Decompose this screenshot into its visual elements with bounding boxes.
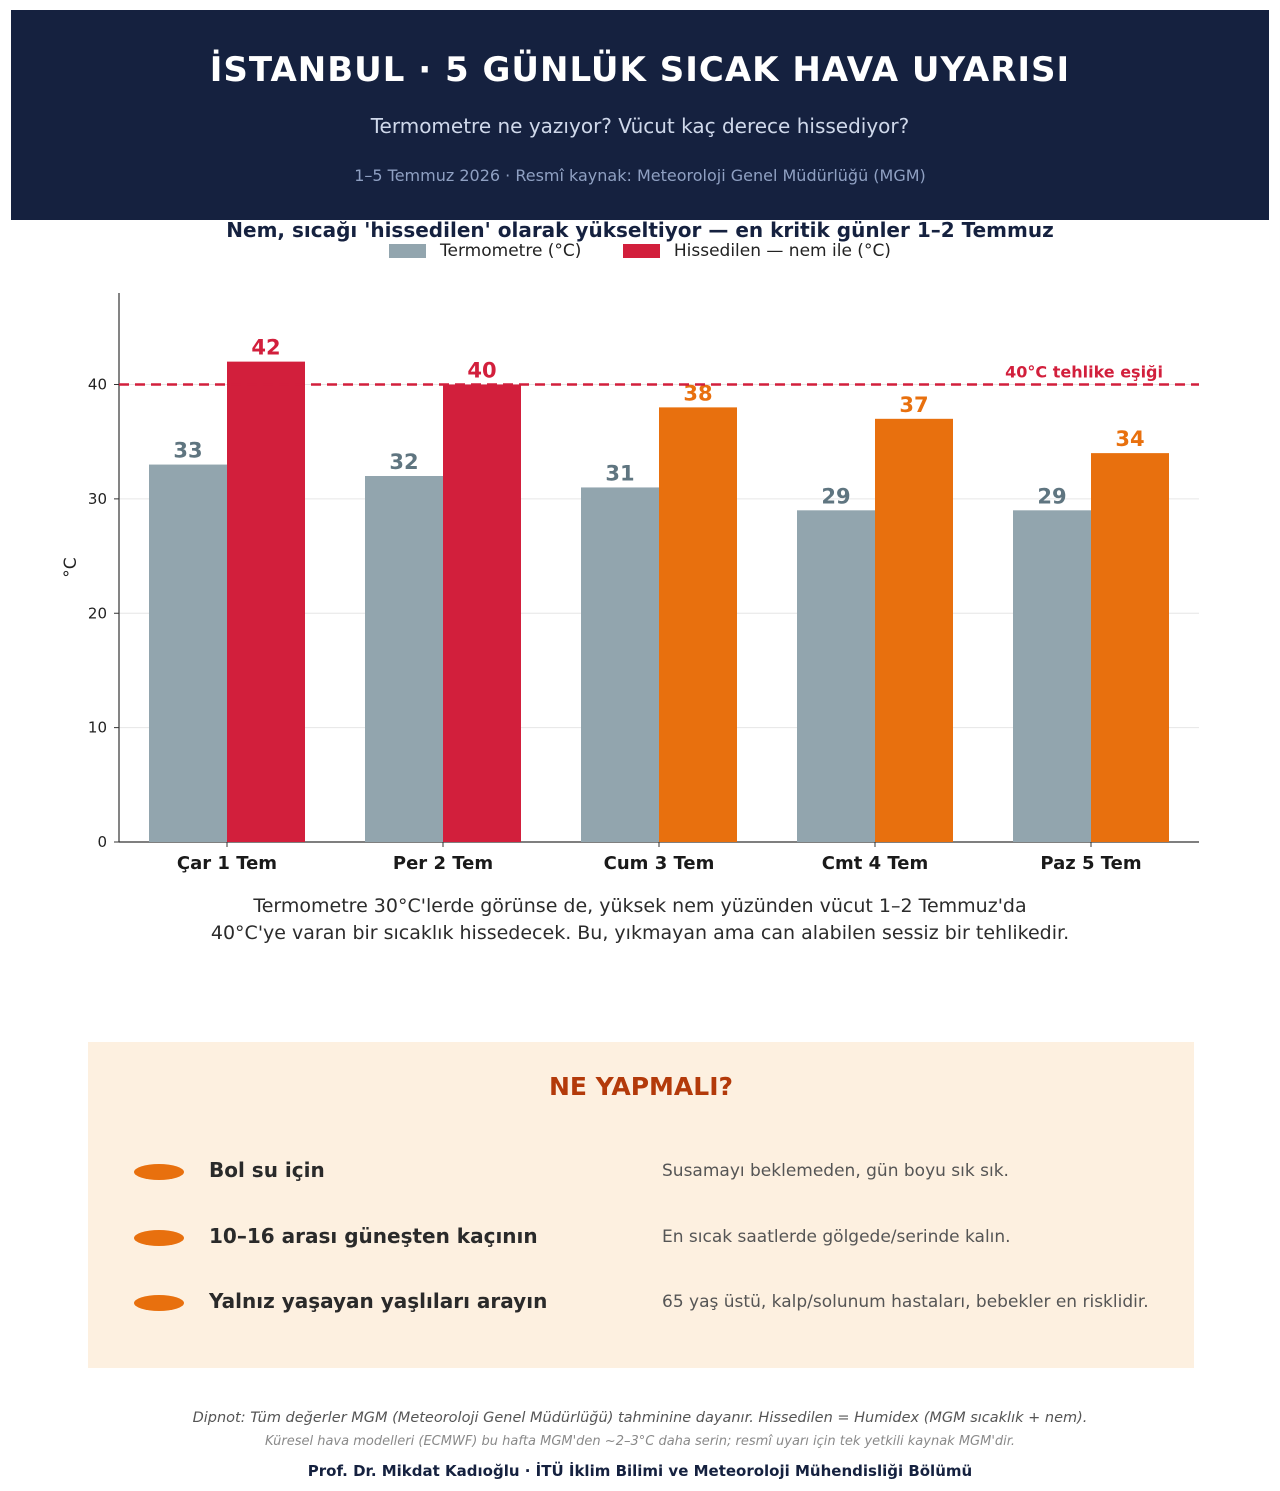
footnote: Dipnot: Tüm değerler MGM (Meteoroloji Ge… <box>192 1410 1088 1426</box>
bar-value-label: 42 <box>251 336 280 360</box>
page-subtitle: Termometre ne yazıyor? Vücut kaç derece … <box>370 114 910 138</box>
legend-swatch-thermometer <box>389 244 427 258</box>
source-meta: 1–5 Temmuz 2026 · Resmî kaynak: Meteorol… <box>354 166 926 185</box>
bar-feels-like <box>227 361 305 842</box>
x-tick-label: Cmt 4 Tem <box>822 853 928 874</box>
advice-heading: Bol su için <box>209 1158 325 1182</box>
caption-line-1: Termometre 30°C'lerde görünse de, yüksek… <box>253 895 1027 917</box>
page-title: İSTANBUL · 5 GÜNLÜK SICAK HAVA UYARISI <box>209 50 1071 90</box>
x-tick-label: Per 2 Tem <box>393 853 493 874</box>
bar-value-label: 29 <box>821 484 850 508</box>
advice-heading: Yalnız yaşayan yaşlıları arayın <box>209 1289 548 1313</box>
y-axis-label: °C <box>61 557 81 577</box>
y-tick-label: 40 <box>88 376 107 394</box>
bar-feels-like <box>875 418 953 842</box>
chart-title: Nem, sıcağı 'hissedilen' olarak yükselti… <box>226 218 1054 242</box>
x-tick-label: Cum 3 Tem <box>604 853 715 874</box>
bar-value-label: 33 <box>173 439 202 463</box>
y-tick-label: 30 <box>88 490 107 508</box>
bar-value-label: 32 <box>389 450 418 474</box>
bar-thermometer <box>581 487 659 842</box>
x-tick-label: Paz 5 Tem <box>1040 853 1141 874</box>
bullet-icon <box>134 1295 184 1311</box>
advice-description: Susamayı beklemeden, gün boyu sık sık. <box>662 1161 1009 1181</box>
advice-panel: NE YAPMALI? Bol su için Susamayı bekleme… <box>88 1042 1194 1368</box>
bar-feels-like <box>443 384 521 842</box>
advice-description: 65 yaş üstü, kalp/solunum hastaları, beb… <box>662 1292 1149 1312</box>
bar-feels-like <box>1091 453 1169 842</box>
y-tick-label: 10 <box>88 719 107 737</box>
footnote-secondary: Küresel hava modelleri (ECMWF) bu hafta … <box>264 1434 1016 1449</box>
bullet-icon <box>134 1230 184 1246</box>
legend-label-thermometer: Termometre (°C) <box>440 241 582 261</box>
bar-value-label: 31 <box>605 461 634 485</box>
advice-title: NE YAPMALI? <box>548 1072 734 1101</box>
header-banner: İSTANBUL · 5 GÜNLÜK SICAK HAVA UYARISI T… <box>11 10 1269 220</box>
y-tick-label: 0 <box>97 833 107 851</box>
bar-value-label: 34 <box>1115 427 1144 451</box>
bar-thermometer <box>149 464 227 842</box>
chart-legend: Termometre (°C) Hissedilen — nem ile (°C… <box>0 241 1280 263</box>
advice-item: 10–16 arası güneşten kaçının En sıcak sa… <box>88 1218 1194 1258</box>
bar-thermometer <box>797 510 875 842</box>
legend-item-feels-like: Hissedilen — nem ile (°C) <box>622 241 891 261</box>
threshold-label: 40°C tehlike eşiği <box>1005 363 1163 382</box>
bar-value-label: 29 <box>1037 484 1066 508</box>
bar-value-label: 37 <box>899 393 928 417</box>
bar-value-label: 40 <box>467 359 496 383</box>
legend-label-feels-like: Hissedilen — nem ile (°C) <box>673 241 891 261</box>
bar-thermometer <box>1013 510 1091 842</box>
advice-description: En sıcak saatlerde gölgede/serinde kalın… <box>662 1227 1011 1247</box>
chart-caption: Termometre 30°C'lerde görünse de, yüksek… <box>0 893 1280 947</box>
author-credit: Prof. Dr. Mikdat Kadıoğlu · İTÜ İklim Bi… <box>307 1462 973 1480</box>
advice-item: Yalnız yaşayan yaşlıları arayın 65 yaş ü… <box>88 1283 1194 1323</box>
y-tick-label: 20 <box>88 604 107 622</box>
caption-line-2: 40°C'ye varan bir sıcaklık hissedecek. B… <box>210 922 1070 944</box>
advice-heading: 10–16 arası güneşten kaçının <box>209 1224 538 1248</box>
advice-item: Bol su için Susamayı beklemeden, gün boy… <box>88 1152 1194 1192</box>
bar-chart: 0 10 20 30 40 °C 33 42 Çar 1 Tem 32 40 Per 2 Tem 31 3… <box>61 293 1199 874</box>
legend-item-thermometer: Termometre (°C) <box>389 241 581 261</box>
bar-thermometer <box>365 476 443 842</box>
bar-feels-like <box>659 407 737 842</box>
legend-swatch-feels-like <box>622 244 660 258</box>
x-tick-label: Çar 1 Tem <box>177 853 277 874</box>
bullet-icon <box>134 1164 184 1180</box>
